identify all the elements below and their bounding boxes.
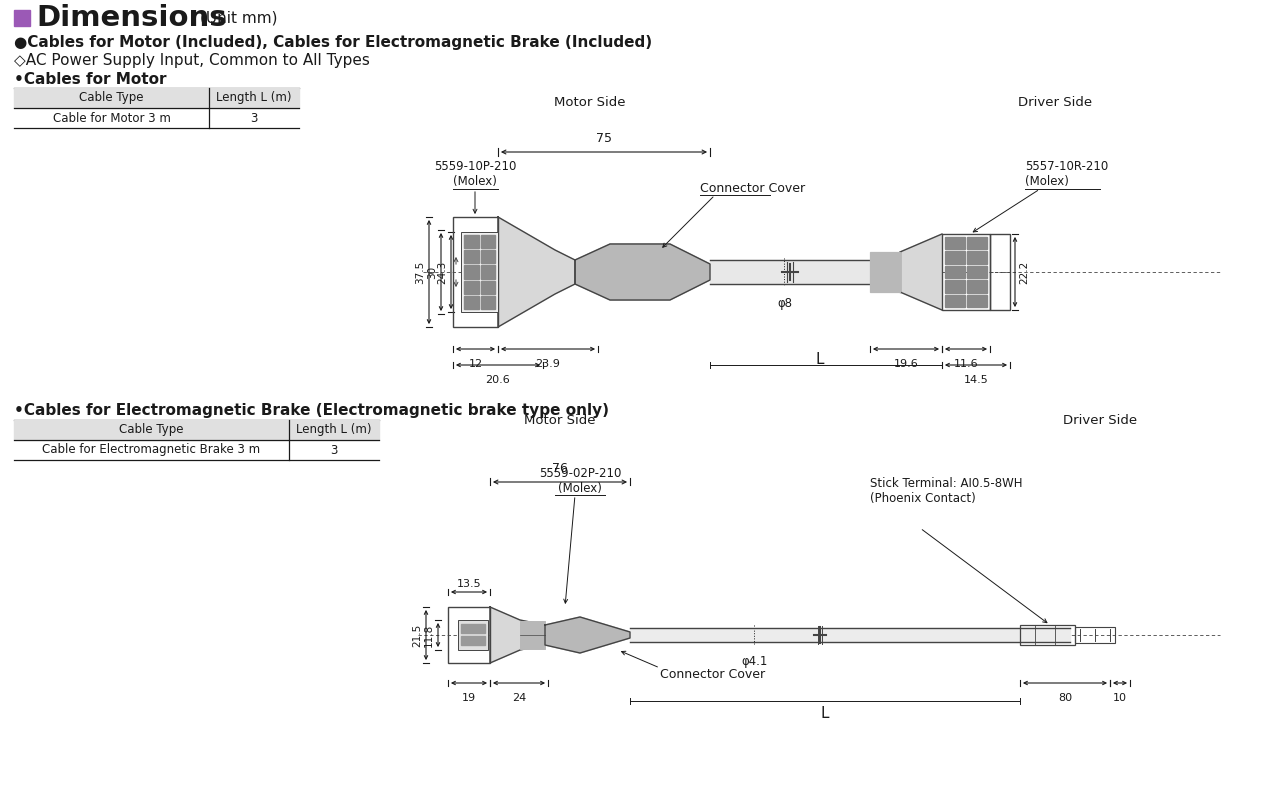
- Text: 24.3: 24.3: [436, 261, 447, 284]
- Bar: [480, 250, 495, 263]
- Text: 22.2: 22.2: [1019, 261, 1029, 284]
- Text: 13.5: 13.5: [457, 579, 481, 589]
- Bar: [945, 295, 965, 307]
- Text: Cable for Motor 3 m: Cable for Motor 3 m: [52, 111, 170, 125]
- Bar: [966, 251, 987, 264]
- Bar: [14, 10, 29, 26]
- Bar: [461, 232, 498, 312]
- Text: 19: 19: [462, 693, 476, 703]
- Text: 75: 75: [596, 132, 612, 145]
- Bar: [942, 234, 989, 310]
- Text: 5559-10P-210
(Molex): 5559-10P-210 (Molex): [434, 160, 516, 188]
- Bar: [966, 280, 987, 293]
- Bar: [966, 266, 987, 278]
- Text: 37.5: 37.5: [415, 261, 425, 284]
- Bar: [945, 266, 965, 278]
- Bar: [520, 621, 545, 649]
- Bar: [14, 420, 379, 440]
- Text: 20.6: 20.6: [485, 375, 511, 385]
- Bar: [480, 281, 495, 294]
- Bar: [461, 636, 485, 645]
- Polygon shape: [710, 260, 870, 284]
- Polygon shape: [490, 607, 545, 663]
- Bar: [945, 280, 965, 293]
- Bar: [1020, 625, 1075, 645]
- Polygon shape: [575, 244, 710, 300]
- Bar: [465, 235, 479, 248]
- Bar: [966, 237, 987, 250]
- Text: φ8: φ8: [777, 297, 792, 310]
- Bar: [465, 266, 479, 278]
- Text: 30: 30: [428, 266, 436, 278]
- Text: Driver Side: Driver Side: [1018, 95, 1092, 108]
- Text: Length L (m): Length L (m): [296, 424, 371, 436]
- Bar: [989, 234, 1010, 310]
- Text: 11.8: 11.8: [424, 623, 434, 646]
- Polygon shape: [498, 217, 575, 327]
- Polygon shape: [900, 234, 942, 310]
- Text: Motor Side: Motor Side: [525, 413, 595, 426]
- Text: 10: 10: [1114, 693, 1126, 703]
- Text: 80: 80: [1059, 693, 1073, 703]
- Text: •Cables for Electromagnetic Brake (Electromagnetic brake type only): •Cables for Electromagnetic Brake (Elect…: [14, 402, 609, 417]
- Text: Driver Side: Driver Side: [1062, 413, 1137, 426]
- Text: 21.5: 21.5: [412, 623, 422, 646]
- Bar: [480, 266, 495, 278]
- Bar: [465, 281, 479, 294]
- Bar: [480, 235, 495, 248]
- Text: Dimensions: Dimensions: [36, 4, 227, 32]
- Polygon shape: [545, 617, 630, 653]
- Text: L: L: [820, 706, 829, 721]
- Text: 12: 12: [468, 359, 483, 369]
- Text: 24: 24: [512, 693, 526, 703]
- Text: ●Cables for Motor (Included), Cables for Electromagnetic Brake (Included): ●Cables for Motor (Included), Cables for…: [14, 34, 652, 49]
- Text: 3: 3: [330, 444, 338, 456]
- Bar: [870, 252, 900, 292]
- Text: 23.9: 23.9: [535, 359, 561, 369]
- Bar: [465, 250, 479, 263]
- Text: Motor Side: Motor Side: [554, 95, 626, 108]
- Text: 76: 76: [552, 462, 568, 475]
- Bar: [480, 296, 495, 309]
- Polygon shape: [630, 628, 1070, 642]
- Text: Cable Type: Cable Type: [79, 91, 143, 104]
- Text: Stick Terminal: AI0.5-8WH
(Phoenix Contact): Stick Terminal: AI0.5-8WH (Phoenix Conta…: [870, 477, 1023, 505]
- Text: 19.6: 19.6: [893, 359, 918, 369]
- Bar: [458, 620, 488, 650]
- Text: ◇AC Power Supply Input, Common to All Types: ◇AC Power Supply Input, Common to All Ty…: [14, 52, 370, 68]
- Bar: [448, 607, 490, 663]
- Text: 14.5: 14.5: [964, 375, 988, 385]
- Bar: [945, 237, 965, 250]
- Text: Length L (m): Length L (m): [216, 91, 292, 104]
- Bar: [453, 217, 498, 327]
- Text: φ4.1: φ4.1: [742, 655, 768, 668]
- Text: Cable for Electromagnetic Brake 3 m: Cable for Electromagnetic Brake 3 m: [42, 444, 261, 456]
- Bar: [14, 88, 300, 108]
- Text: 5557-10R-210
(Molex): 5557-10R-210 (Molex): [1025, 160, 1108, 188]
- Text: 5559-02P-210
(Molex): 5559-02P-210 (Molex): [539, 467, 621, 495]
- Bar: [966, 295, 987, 307]
- Text: Connector Cover: Connector Cover: [700, 182, 805, 195]
- Bar: [945, 251, 965, 264]
- Bar: [461, 624, 485, 633]
- Bar: [1075, 627, 1115, 643]
- Text: 3: 3: [251, 111, 257, 125]
- Text: Cable Type: Cable Type: [119, 424, 184, 436]
- Text: Connector Cover: Connector Cover: [660, 669, 765, 681]
- Text: 11.6: 11.6: [954, 359, 978, 369]
- Text: •Cables for Motor: •Cables for Motor: [14, 72, 166, 87]
- Bar: [465, 296, 479, 309]
- Text: (Unit mm): (Unit mm): [200, 10, 278, 25]
- Text: L: L: [815, 351, 824, 366]
